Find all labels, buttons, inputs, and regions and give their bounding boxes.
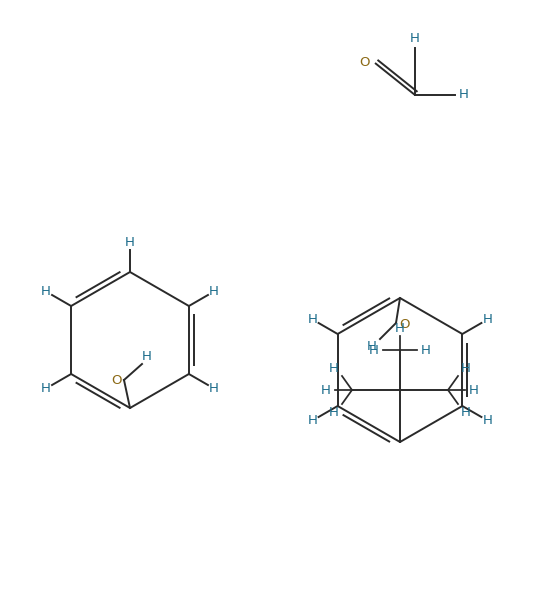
Text: H: H — [421, 343, 431, 356]
Text: H: H — [209, 382, 219, 395]
Text: H: H — [369, 343, 379, 356]
Text: H: H — [483, 313, 492, 326]
Text: H: H — [142, 349, 152, 362]
Text: H: H — [329, 406, 339, 419]
Text: H: H — [41, 285, 51, 298]
Text: H: H — [308, 313, 318, 326]
Text: H: H — [410, 32, 420, 46]
Text: H: H — [209, 285, 219, 298]
Text: H: H — [367, 340, 377, 353]
Text: O: O — [400, 319, 410, 331]
Text: H: H — [308, 414, 318, 427]
Text: H: H — [461, 362, 471, 374]
Text: H: H — [461, 406, 471, 419]
Text: O: O — [360, 56, 370, 69]
Text: H: H — [321, 383, 331, 397]
Text: O: O — [111, 374, 121, 386]
Text: H: H — [469, 383, 479, 397]
Text: H: H — [459, 89, 469, 101]
Text: H: H — [395, 322, 405, 334]
Text: H: H — [125, 237, 135, 250]
Text: H: H — [329, 362, 339, 374]
Text: H: H — [483, 414, 492, 427]
Text: H: H — [41, 382, 51, 395]
